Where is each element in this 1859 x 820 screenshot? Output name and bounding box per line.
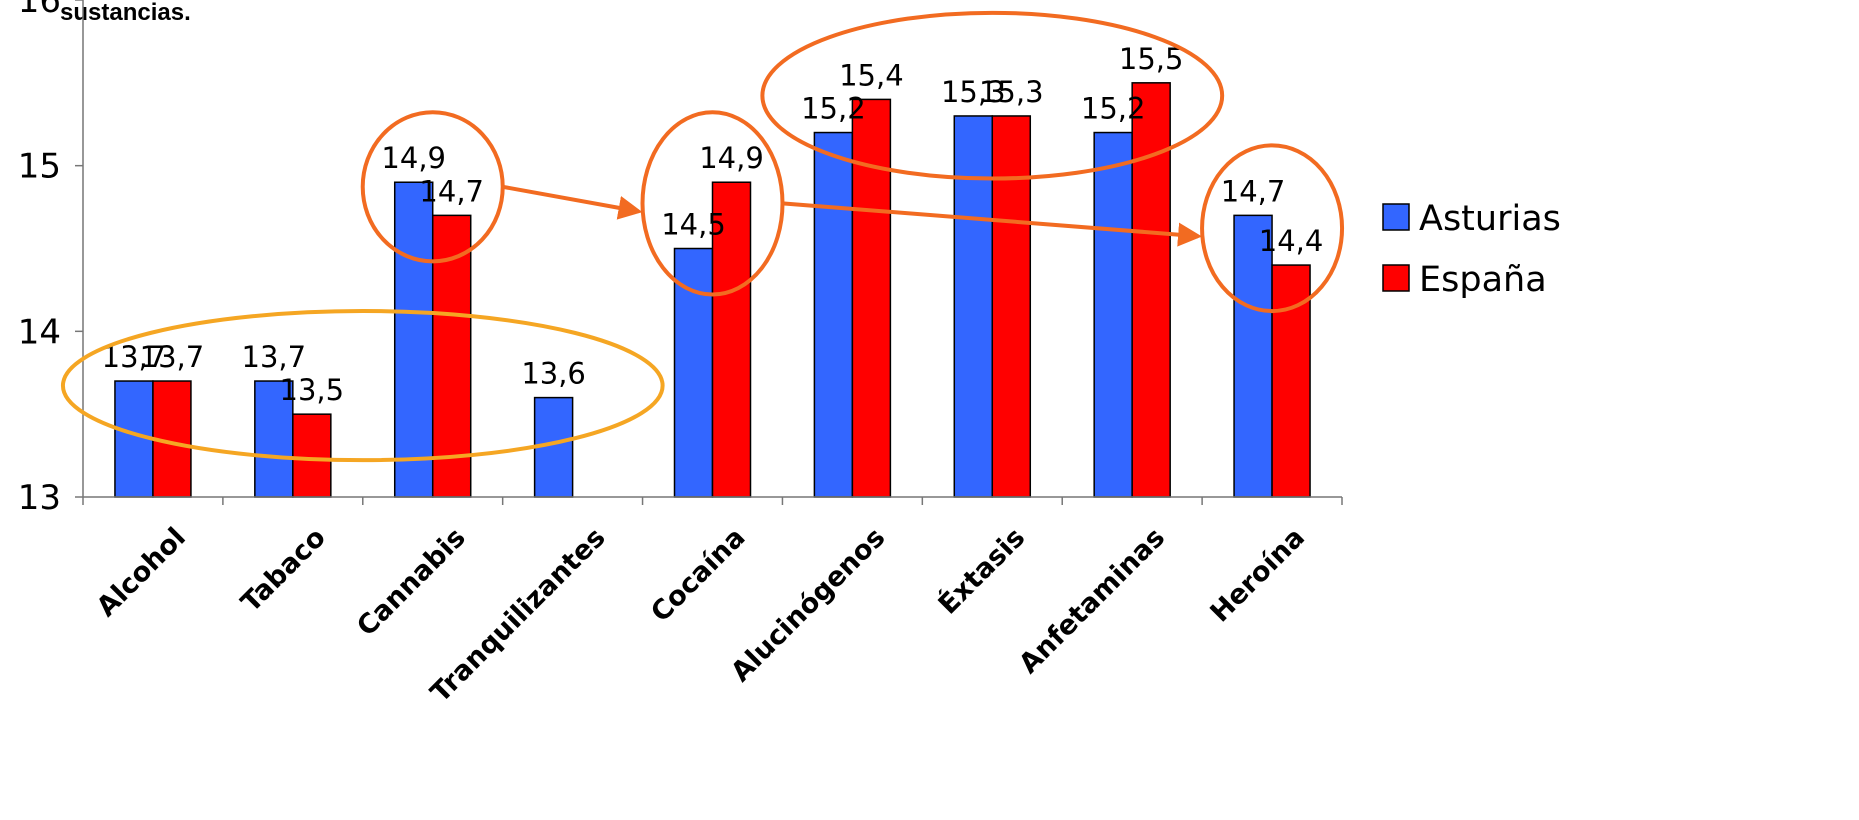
data-label-espana-tabaco: 13,5	[280, 373, 345, 407]
data-label-espana-cannabis: 14,7	[419, 174, 484, 208]
legend-label-asturias: Asturias	[1419, 199, 1561, 239]
x-tick-label-tabaco: Tabaco	[235, 522, 331, 618]
x-tick-label-alcohol: Alcohol	[91, 522, 192, 623]
chart-title: sustancias.	[60, 0, 191, 26]
data-label-asturias-heroina: 14,7	[1221, 174, 1286, 208]
x-tick-label-cannabis: Cannabis	[351, 522, 471, 642]
data-label-espana-anfetaminas: 15,5	[1119, 42, 1184, 76]
y-tick-label-14: 14	[18, 312, 61, 352]
data-label-asturias-alucinogenos: 15,2	[801, 92, 866, 126]
data-label-asturias-tabaco: 13,7	[242, 340, 307, 374]
x-tick-label-extasis: Éxtasis	[932, 521, 1031, 620]
bar-asturias-extasis	[953, 115, 994, 498]
y-tick-label-13: 13	[18, 478, 61, 518]
data-label-espana-heroina: 14,4	[1259, 224, 1324, 258]
data-label-asturias-anfetaminas: 15,2	[1081, 92, 1146, 126]
bar-espana-alucinogenos	[851, 98, 892, 498]
data-label-espana-extasis: 15,3	[979, 75, 1044, 109]
highlight-ellipse	[760, 10, 1225, 181]
data-labels: 13,713,7 13,713,514,914,713,614,514,915,2…	[102, 42, 1324, 407]
bar-asturias-alucinogenos	[813, 131, 854, 498]
legend-label-espana: España	[1419, 260, 1547, 300]
legend-swatch-espana	[1382, 264, 1410, 292]
data-label-asturias-extasis: 15,3	[941, 75, 1006, 109]
annotations	[60, 10, 1345, 463]
x-tick-label-alucinogenos: Alucinógenos	[725, 522, 891, 688]
bars-layer	[114, 82, 1311, 498]
x-tick-label-cocaina: Cocaína	[645, 522, 751, 628]
bar-espana-extasis	[991, 115, 1032, 498]
highlight-ellipse	[60, 309, 665, 463]
highlight-ellipse	[1200, 143, 1345, 314]
data-label-asturias-cannabis: 14,9	[381, 141, 446, 175]
bar-asturias-cannabis	[393, 181, 434, 498]
annotation-arrow	[782, 201, 1203, 247]
data-label-asturias-cocaina: 14,5	[661, 208, 726, 242]
bar-asturias-anfetaminas	[1093, 131, 1133, 498]
y-tick-label-16: 16	[18, 0, 61, 21]
y-tick-label-15: 15	[18, 147, 61, 187]
data-label-asturias-tranquilizantes: 13,6	[521, 357, 586, 391]
legend-swatch-asturias	[1382, 203, 1410, 231]
data-label-espana-cocaina: 14,9	[699, 141, 764, 175]
data-label-espana-alcohol: 13,7	[140, 340, 205, 374]
bar-espana-anfetaminas	[1131, 82, 1171, 498]
data-label-espana-alucinogenos: 15,4	[839, 58, 904, 92]
annotation-arrow	[502, 184, 643, 220]
bar-asturias-heroina	[1233, 214, 1273, 498]
x-tick-label-anfetaminas: Anfetaminas	[1013, 522, 1171, 680]
bar-espana-tabaco	[292, 413, 332, 498]
x-tick-label-heroina: Heroína	[1205, 522, 1311, 628]
legend: Asturias España	[1382, 199, 1561, 300]
